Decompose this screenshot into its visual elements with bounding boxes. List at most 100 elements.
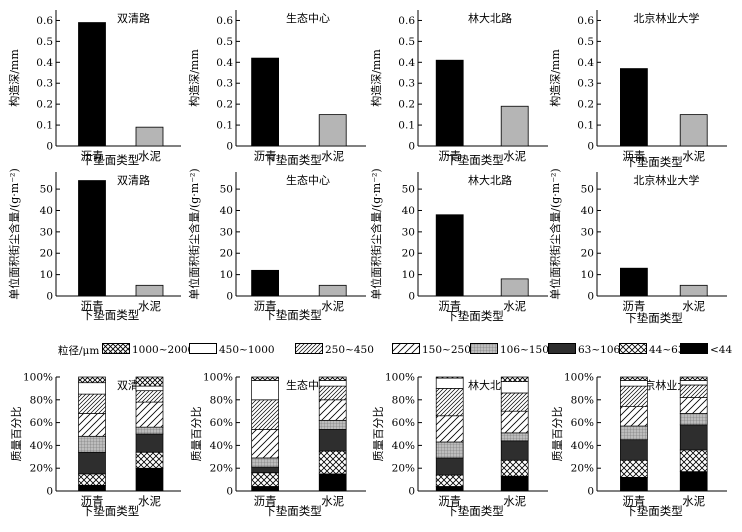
x-axis-title: 下垫面类型: [625, 311, 683, 325]
y-tick-label: 0.6: [36, 15, 53, 27]
y-tick-label: 20%: [210, 463, 233, 475]
y-axis-title: 质量百分比: [551, 407, 564, 462]
category-label: 水泥: [321, 299, 344, 313]
y-tick-label: 80%: [571, 394, 594, 406]
stack-segment: [135, 401, 164, 428]
y-tick-label: 0.1: [577, 120, 594, 132]
category-label: 沥青: [622, 494, 645, 508]
category-label: 沥青: [622, 299, 645, 313]
x-axis-title: 下垫面类型: [82, 308, 140, 322]
y-tick-label: 10: [402, 269, 415, 281]
bar-asphalt: [251, 269, 280, 297]
y-tick-label: 0.6: [398, 15, 415, 27]
stack-segment: [251, 380, 279, 401]
stack-segment: [620, 425, 648, 441]
stack-segment: [78, 484, 106, 492]
x-axis-title: 下垫面类型: [264, 504, 322, 518]
stack-segment: [435, 486, 464, 492]
legend-swatch-grid: [470, 343, 498, 354]
stack-segment: [620, 459, 648, 478]
y-tick-label: 100%: [23, 372, 53, 384]
y-tick-label: 0.5: [398, 36, 415, 48]
category-label: 水泥: [321, 494, 344, 508]
x-axis-title: 下垫面类型: [625, 155, 683, 169]
stack-segment: [78, 393, 106, 414]
y-tick-label: 20: [40, 248, 53, 260]
category-label: 水泥: [682, 149, 705, 163]
legend-label: 106~150: [500, 344, 549, 356]
stack-segment: [620, 476, 648, 492]
y-tick-label: 0.3: [216, 78, 233, 90]
stack-segment: [318, 385, 347, 401]
y-tick-label: 60%: [571, 417, 594, 429]
y-tick-label: 20%: [571, 463, 594, 475]
y-tick-label: 60%: [210, 417, 233, 429]
legend-swatch-crosshatch: [102, 343, 130, 354]
stack-segment: [620, 406, 648, 427]
legend-item-63-106: 63~106: [548, 343, 620, 356]
stack-segment: [318, 419, 347, 430]
stack-segment: [679, 413, 708, 426]
y-tick-label: 0.2: [36, 99, 53, 111]
legend-item-250-450: 250~450: [295, 343, 374, 356]
stack-segment: [78, 376, 106, 384]
y-tick-label: 100%: [564, 372, 594, 384]
legend-item-lt44: <44: [680, 343, 732, 356]
y-axis-title: 质量百分比: [10, 407, 23, 462]
y-tick-label: 100%: [203, 372, 233, 384]
y-tick-label: 0.1: [216, 120, 233, 132]
y-tick-label: 0: [587, 486, 594, 498]
y-tick-label: 40: [402, 205, 415, 217]
category-label: 水泥: [503, 494, 526, 508]
y-tick-label: 0.1: [36, 120, 53, 132]
bar-cement: [679, 114, 708, 147]
legend-item-450-1000: 450~1000: [189, 343, 275, 356]
category-label: 水泥: [138, 299, 161, 313]
stack-segment: [251, 472, 279, 487]
stack-segment: [679, 397, 708, 414]
y-tick-label: 0.3: [398, 78, 415, 90]
y-tick-label: 0.5: [577, 36, 594, 48]
y-tick-label: 40: [220, 205, 233, 217]
x-axis-title: 下垫面类型: [82, 504, 140, 518]
bar-cement: [135, 126, 164, 147]
bar-cement: [500, 105, 529, 147]
category-label: 沥青: [81, 299, 104, 313]
stack-segment: [318, 473, 347, 492]
stack-segment: [435, 474, 464, 487]
legend-label: 44~63: [649, 344, 685, 356]
bar-asphalt: [620, 68, 648, 147]
y-tick-label: 80%: [210, 394, 233, 406]
y-tick-label: 30: [220, 226, 233, 238]
y-tick-label: 0: [46, 291, 53, 303]
category-label: 水泥: [321, 149, 344, 163]
stack-segment: [435, 457, 464, 476]
stack-segment: [135, 385, 164, 392]
y-tick-label: 10: [220, 269, 233, 281]
y-tick-label: 50: [40, 184, 53, 196]
stack-segment: [679, 380, 708, 386]
category-label: 水泥: [503, 149, 526, 163]
legend-swatch-diag: [295, 343, 323, 354]
legend-item-44-63: 44~63: [619, 343, 685, 356]
stack-segment: [78, 451, 106, 475]
stack-segment: [135, 433, 164, 453]
y-tick-label: 0: [408, 141, 415, 153]
stack-segment: [679, 471, 708, 492]
stack-segment: [318, 429, 347, 452]
y-tick-label: 0.6: [577, 15, 594, 27]
y-tick-label: 60%: [392, 417, 415, 429]
category-label: 沥青: [438, 299, 461, 313]
x-axis-title: 下垫面类型: [446, 153, 504, 167]
category-label: 水泥: [682, 494, 705, 508]
y-tick-label: 0.3: [577, 78, 594, 90]
legend-swatch-white: [189, 343, 217, 354]
stack-segment: [500, 381, 529, 394]
y-tick-label: 100%: [385, 372, 415, 384]
bar-cement: [318, 284, 347, 297]
y-tick-label: 50: [402, 184, 415, 196]
